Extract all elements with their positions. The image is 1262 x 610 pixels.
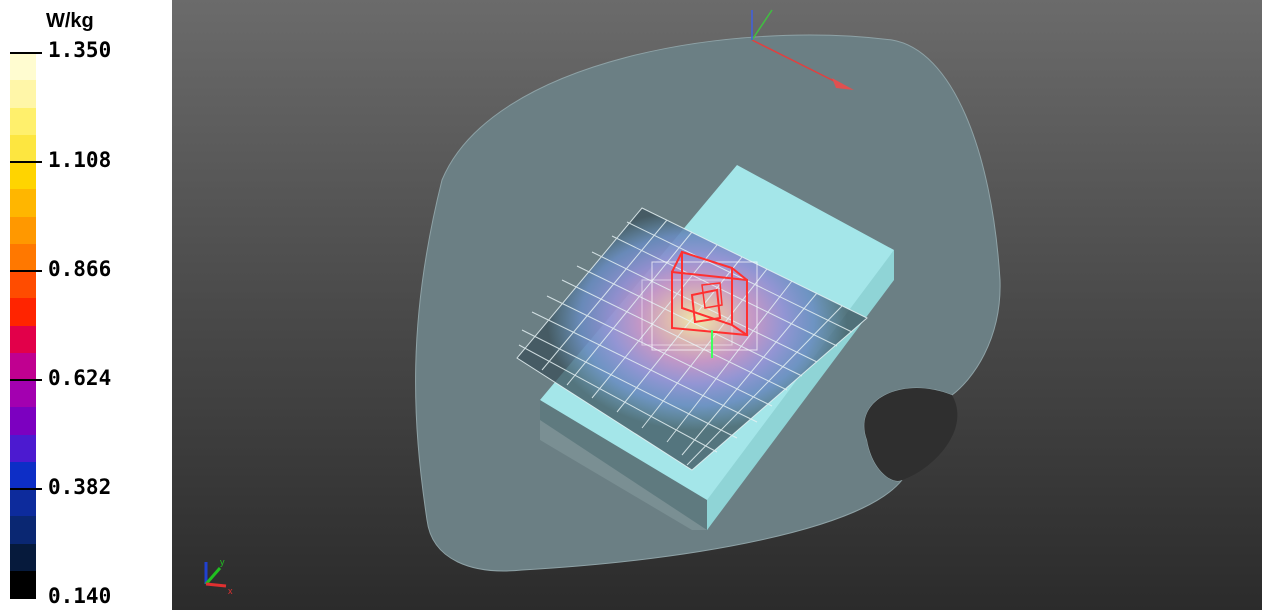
legend-tick xyxy=(10,161,42,163)
device-block-side-left xyxy=(540,400,707,530)
color-scale-segment xyxy=(10,271,36,299)
color-scale-segment xyxy=(10,189,36,217)
color-scale-segment xyxy=(10,380,36,408)
color-legend: W/kg 1.350 1.108 0.866 0.624 0.382 0.140 xyxy=(0,0,172,610)
color-scale-segment xyxy=(10,570,36,599)
y-axis-label: y xyxy=(220,557,225,567)
color-scale-segment xyxy=(10,298,36,326)
orientation-triad: y x xyxy=(204,557,233,596)
x-axis-label: x xyxy=(228,586,233,596)
legend-tick-label-min: 0.140 xyxy=(48,584,112,608)
color-scale-segment xyxy=(10,489,36,517)
color-scale-segment xyxy=(10,134,36,163)
color-scale-segment xyxy=(10,216,36,245)
color-scale-segment xyxy=(10,543,36,572)
main-axis-triad xyxy=(751,9,854,90)
legend-tick-label: 0.866 xyxy=(48,257,112,281)
legend-tick-label: 1.108 xyxy=(48,148,112,172)
legend-tick xyxy=(10,488,42,490)
color-scale-segment xyxy=(10,461,36,490)
legend-unit: W/kg xyxy=(46,10,94,32)
phantom-cutout xyxy=(864,387,958,481)
scene-svg: y x xyxy=(204,9,1001,596)
color-scale-segment xyxy=(10,53,36,81)
color-scale-segment xyxy=(10,407,36,435)
color-scale-segment xyxy=(10,162,36,190)
legend-tick-label-max: 1.350 xyxy=(48,38,112,62)
color-scale-segment xyxy=(10,80,36,108)
3d-viewport[interactable]: y x xyxy=(172,0,1262,610)
color-scale-segment xyxy=(10,325,36,354)
color-scale-segment xyxy=(10,243,36,272)
color-scale-segment xyxy=(10,352,36,381)
color-scale-segment xyxy=(10,434,36,463)
color-scale-bar xyxy=(10,53,36,599)
x-axis-arrow-icon xyxy=(832,78,854,90)
legend-tick-label: 0.624 xyxy=(48,366,112,390)
legend-tick xyxy=(10,379,42,381)
legend-tick-label: 0.382 xyxy=(48,475,112,499)
legend-tick xyxy=(10,270,42,272)
device-block-front xyxy=(540,420,707,530)
zoom-scan-cube xyxy=(641,250,758,358)
color-scale-segment xyxy=(10,516,36,544)
legend-tick xyxy=(10,52,42,54)
measurement-grid xyxy=(516,207,868,471)
color-scale-segment xyxy=(10,107,36,136)
